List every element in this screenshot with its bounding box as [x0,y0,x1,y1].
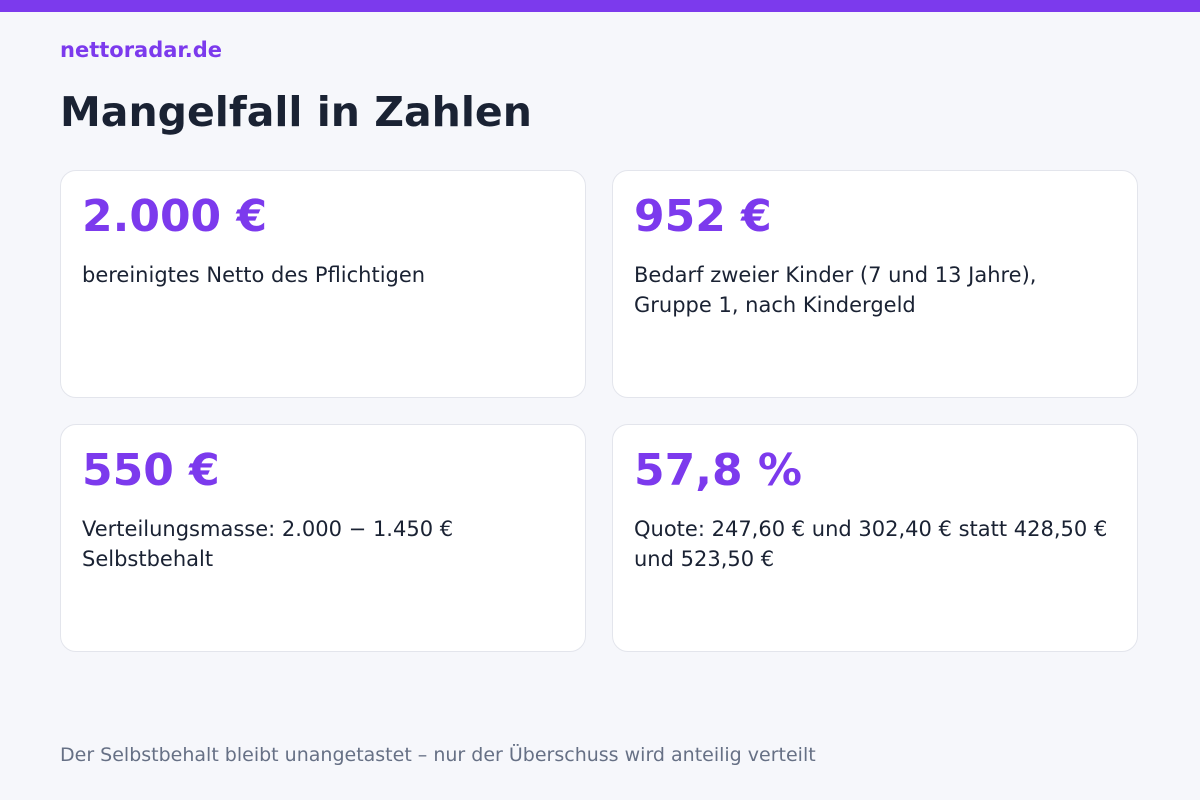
stat-value: 952 € [634,191,772,242]
stat-description: bereinigtes Netto des Pflichtigen [82,263,426,287]
stat-card-children-need: 952 € Bedarf zweier Kinder (7 und 13 Jah… [612,170,1138,398]
brand-name[interactable]: nettoradar.de [60,38,223,62]
stat-description: Quote: 247,60 € und 302,40 € statt 428,5… [634,517,1108,571]
page-title: Mangelfall in Zahlen [60,88,532,136]
stat-description: Bedarf zweier Kinder (7 und 13 Jahre), G… [634,263,1037,317]
stat-value: 2.000 € [82,191,268,242]
footer-note: Der Selbstbehalt bleibt unangetastet – n… [60,744,816,766]
stat-card-net-income: 2.000 € bereinigtes Netto des Pflichtige… [60,170,586,398]
top-accent-bar [0,0,1200,12]
stat-value: 550 € [82,445,220,496]
stat-value: 57,8 % [634,445,802,496]
stat-card-distribution-mass: 550 € Verteilungsmasse: 2.000 − 1.450 € … [60,424,586,652]
stat-description: Verteilungsmasse: 2.000 − 1.450 € Selbst… [82,517,454,571]
stat-card-quota: 57,8 % Quote: 247,60 € und 302,40 € stat… [612,424,1138,652]
